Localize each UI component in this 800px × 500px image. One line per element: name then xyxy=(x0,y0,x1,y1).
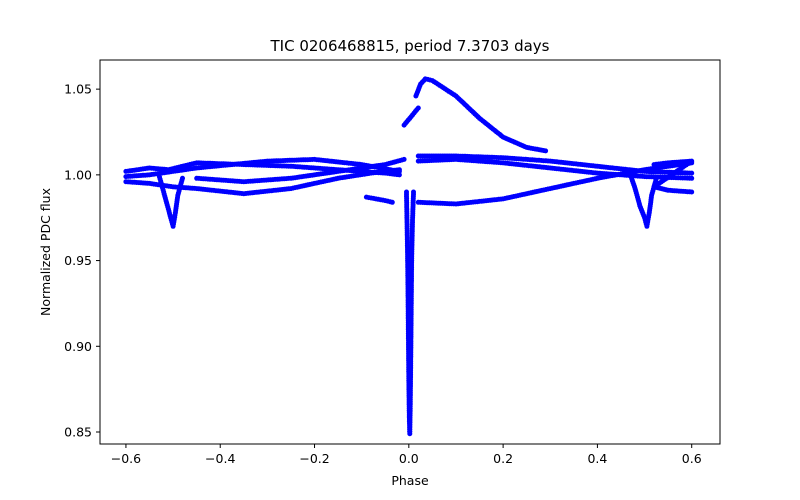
data-point xyxy=(689,175,695,181)
data-point xyxy=(411,189,416,195)
x-tick-label: −0.4 xyxy=(205,451,235,466)
x-tick-label: 0.2 xyxy=(493,451,513,466)
data-point xyxy=(543,148,549,154)
x-tick-label: 0.4 xyxy=(587,451,607,466)
data-point xyxy=(396,167,402,173)
data-point xyxy=(653,175,659,181)
x-axis-label: Phase xyxy=(391,473,429,488)
x-tick-label: 0.0 xyxy=(399,451,419,466)
data-point xyxy=(401,156,407,162)
y-tick-label: 0.95 xyxy=(64,253,92,268)
chart-title: TIC 0206468815, period 7.3703 days xyxy=(269,37,549,55)
y-tick-label: 1.05 xyxy=(64,82,92,97)
plot-frame xyxy=(99,59,721,445)
y-axis-label: Normalized PDC flux xyxy=(38,188,53,316)
data-point xyxy=(415,105,421,111)
data-point xyxy=(689,189,695,195)
y-tick-label: 1.00 xyxy=(64,167,92,182)
data-point xyxy=(396,172,402,178)
y-axis-ticks: 0.85 0.90 0.95 1.00 1.05 xyxy=(64,82,100,440)
data-points xyxy=(123,76,695,437)
y-tick-label: 0.90 xyxy=(64,339,92,354)
x-tick-label: −0.6 xyxy=(111,451,141,466)
data-point xyxy=(689,170,695,176)
data-point xyxy=(180,175,185,181)
x-axis-ticks: −0.6 −0.4 −0.2 0.0 0.2 0.4 0.6 xyxy=(111,444,702,466)
x-tick-label: 0.6 xyxy=(682,451,702,466)
y-tick-label: 0.85 xyxy=(64,425,92,440)
x-tick-label: −0.2 xyxy=(299,451,329,466)
data-point xyxy=(389,199,395,205)
